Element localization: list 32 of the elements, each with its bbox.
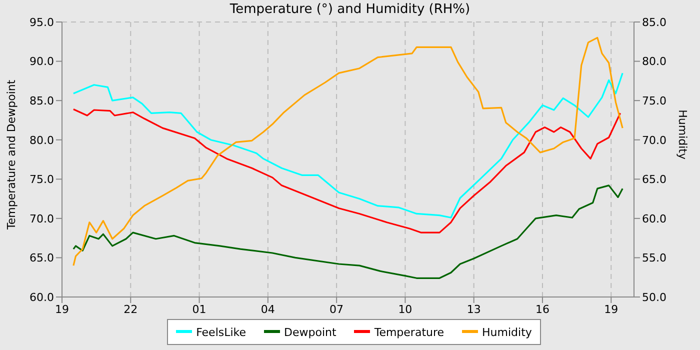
y-tick-label: 95.0 [30, 16, 54, 29]
x-tick-label: 16 [535, 302, 550, 316]
legend-label: Temperature [373, 324, 444, 340]
x-tick-label: 19 [55, 302, 69, 316]
y-tick-label: 60.0 [30, 290, 54, 304]
x-tick-label: 07 [330, 302, 344, 316]
y-tick-label: 90.0 [30, 55, 54, 68]
y-tick-label: 65.0 [30, 252, 54, 265]
y2-axis-title: Humidity [676, 110, 690, 160]
y2-tick-label: 80.0 [642, 55, 666, 68]
y2-tick-label: 50.0 [642, 290, 666, 304]
y2-tick-label: 55.0 [642, 252, 666, 265]
x-tick-label: 19 [604, 302, 618, 316]
y2-tick-label: 75.0 [642, 94, 666, 108]
y-tick-label: 80.0 [30, 134, 54, 147]
x-tick-label: 10 [398, 302, 412, 316]
y-axis-title: Temperature and Dewpoint [4, 79, 18, 230]
y2-tick-label: 65.0 [642, 173, 666, 186]
x-tick-label: 01 [192, 302, 206, 316]
x-tick-label: 13 [466, 302, 481, 316]
y2-tick-label: 60.0 [642, 212, 666, 226]
x-tick-label: 04 [260, 302, 275, 316]
legend-label: Dewpoint [283, 324, 336, 340]
y-tick-label: 85.0 [30, 94, 54, 108]
y2-tick-label: 70.0 [642, 134, 666, 147]
legend-label: FeelsLike [195, 324, 246, 340]
legend-label: Humidity [481, 324, 532, 340]
y2-tick-label: 85.0 [642, 16, 666, 29]
chart-title: Temperature (°) and Humidity (RH%) [228, 2, 472, 17]
y-tick-label: 70.0 [30, 212, 54, 226]
x-tick-label: 22 [124, 302, 138, 316]
y-tick-label: 75.0 [30, 173, 54, 186]
